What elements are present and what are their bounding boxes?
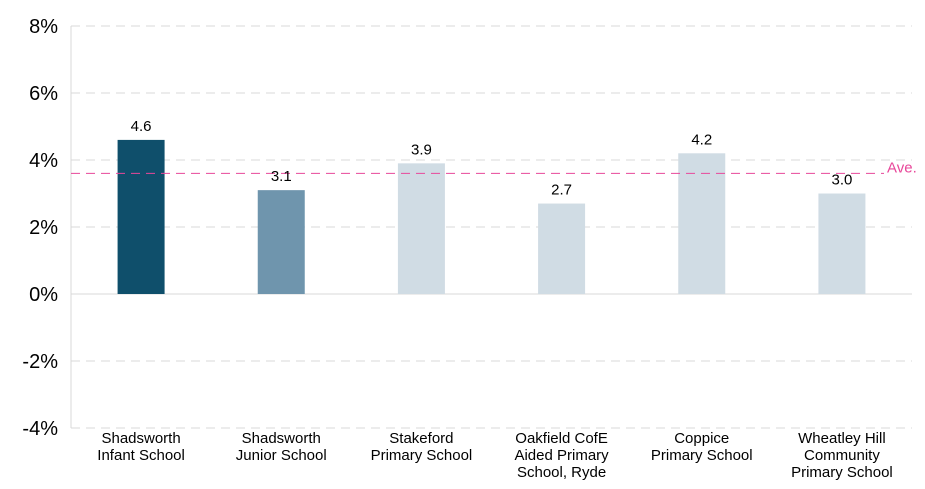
category-label: Community bbox=[804, 447, 880, 464]
category-label: Shadsworth bbox=[242, 430, 321, 447]
category-label: Oakfield CofE bbox=[515, 430, 608, 447]
average-line-group: Ave. bbox=[71, 159, 917, 176]
bars bbox=[117, 139, 866, 294]
y-tick-label: 6% bbox=[29, 83, 58, 105]
category-label: Stakeford bbox=[389, 430, 453, 447]
category-label: School, Ryde bbox=[517, 464, 606, 481]
bar bbox=[257, 190, 305, 294]
y-tick-label: -2% bbox=[22, 351, 58, 373]
y-tick-label: 4% bbox=[29, 150, 58, 172]
data-label: 3.9 bbox=[411, 141, 432, 158]
data-label: 3.1 bbox=[271, 168, 292, 185]
gridlines bbox=[71, 25, 912, 429]
bar bbox=[117, 139, 165, 294]
data-label: 3.0 bbox=[831, 172, 852, 189]
y-tick-label: 2% bbox=[29, 217, 58, 239]
bar bbox=[397, 163, 445, 294]
category-label: Primary School bbox=[651, 447, 753, 464]
data-label: 2.7 bbox=[551, 182, 572, 199]
bar bbox=[678, 153, 726, 294]
y-tick-label: 8% bbox=[29, 16, 58, 38]
data-label: 4.6 bbox=[131, 118, 152, 135]
category-label: Infant School bbox=[97, 447, 185, 464]
category-label: Shadsworth bbox=[101, 430, 180, 447]
bar bbox=[818, 193, 866, 294]
category-label: Primary School bbox=[791, 464, 893, 481]
y-tick-label: 0% bbox=[29, 284, 58, 306]
category-label: Wheatley Hill bbox=[798, 430, 886, 447]
category-label: Aided Primary bbox=[514, 447, 609, 464]
category-label: Coppice bbox=[674, 430, 729, 447]
category-label: Junior School bbox=[236, 447, 327, 464]
data-labels: 4.6 3.1 3.9 2.7 4.2 3.0 bbox=[131, 118, 853, 199]
y-tick-label: -4% bbox=[22, 418, 58, 440]
bar bbox=[538, 203, 586, 294]
y-axis-tick-labels: -4% -2% 0% 2% 4% 6% 8% bbox=[22, 16, 58, 440]
category-label: Primary School bbox=[371, 447, 473, 464]
average-label: Ave. bbox=[887, 159, 917, 176]
data-label: 4.2 bbox=[691, 131, 712, 148]
